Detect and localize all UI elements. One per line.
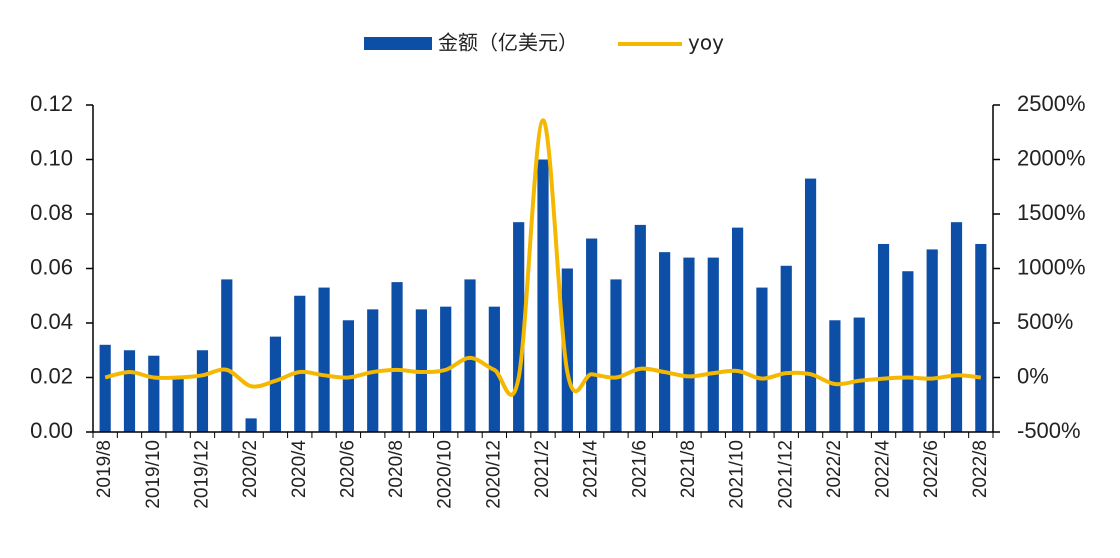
y2-tick-label: 1500% [1017, 200, 1086, 225]
bar [610, 279, 622, 432]
bar [659, 252, 671, 432]
y-tick-label: 0.02 [30, 363, 73, 388]
x-tick-label: 2021/8 [678, 440, 699, 498]
y2-tick-label: 1000% [1017, 254, 1086, 279]
bar [561, 268, 573, 432]
bar [172, 377, 184, 432]
y-tick-label: 0.00 [30, 418, 73, 443]
bar [318, 287, 330, 432]
bar [804, 178, 817, 432]
x-tick-label: 2022/6 [921, 440, 942, 498]
bar [148, 355, 160, 432]
bar [269, 336, 282, 432]
y2-tick-label: 500% [1017, 309, 1073, 334]
x-tick-label: 2021/4 [581, 440, 602, 499]
bar [245, 418, 257, 432]
legend-swatch [364, 37, 432, 50]
y-tick-label: 0.08 [30, 200, 73, 225]
bar [975, 243, 987, 432]
x-tick-label: 2019/12 [191, 440, 212, 509]
bar [586, 238, 598, 432]
y-tick-label: 0.12 [30, 91, 73, 116]
y2-tick-label: 2000% [1017, 145, 1086, 170]
bar [926, 249, 938, 432]
x-tick-label: 2021/2 [532, 440, 553, 498]
y2-tick-label: 0% [1017, 363, 1049, 388]
x-tick-label: 2020/8 [386, 440, 407, 498]
y-tick-label: 0.10 [30, 145, 73, 170]
x-tick-label: 2019/10 [143, 440, 164, 509]
bar [877, 243, 890, 432]
y-tick-label: 0.06 [30, 254, 73, 279]
bar [513, 222, 525, 432]
legend-label: yoy [688, 31, 724, 55]
bar [537, 159, 549, 432]
bar [464, 279, 476, 432]
x-tick-label: 2019/8 [94, 440, 115, 498]
bar [902, 271, 914, 432]
bar [950, 222, 963, 432]
x-tick-label: 2020/12 [483, 440, 504, 509]
x-tick-label: 2021/6 [629, 440, 650, 498]
bar [221, 279, 233, 432]
x-tick-label: 2022/4 [873, 440, 894, 499]
x-tick-label: 2022/2 [824, 440, 845, 498]
bar [196, 350, 209, 432]
legend-label: 金额（亿美元） [438, 31, 578, 55]
bar [732, 227, 744, 432]
x-tick-label: 2020/4 [289, 440, 310, 499]
bar [829, 320, 841, 432]
bar [683, 257, 695, 432]
bar [853, 317, 865, 432]
bar [756, 287, 768, 432]
x-tick-label: 2021/10 [727, 440, 748, 509]
x-tick-label: 2021/12 [775, 440, 796, 509]
x-tick-label: 2022/8 [970, 440, 991, 498]
y-tick-label: 0.04 [30, 309, 73, 334]
bar [123, 350, 136, 432]
y2-tick-label: 2500% [1017, 91, 1086, 116]
bar [707, 257, 719, 432]
bar [294, 295, 306, 432]
x-tick-label: 2020/10 [435, 440, 456, 509]
y2-tick-label: -500% [1017, 418, 1081, 443]
x-tick-label: 2020/2 [240, 440, 261, 498]
bar [780, 265, 792, 432]
x-tick-label: 2020/6 [337, 440, 358, 498]
bar [391, 282, 403, 432]
bar [99, 344, 111, 432]
bar [634, 224, 646, 432]
line [104, 118, 982, 397]
